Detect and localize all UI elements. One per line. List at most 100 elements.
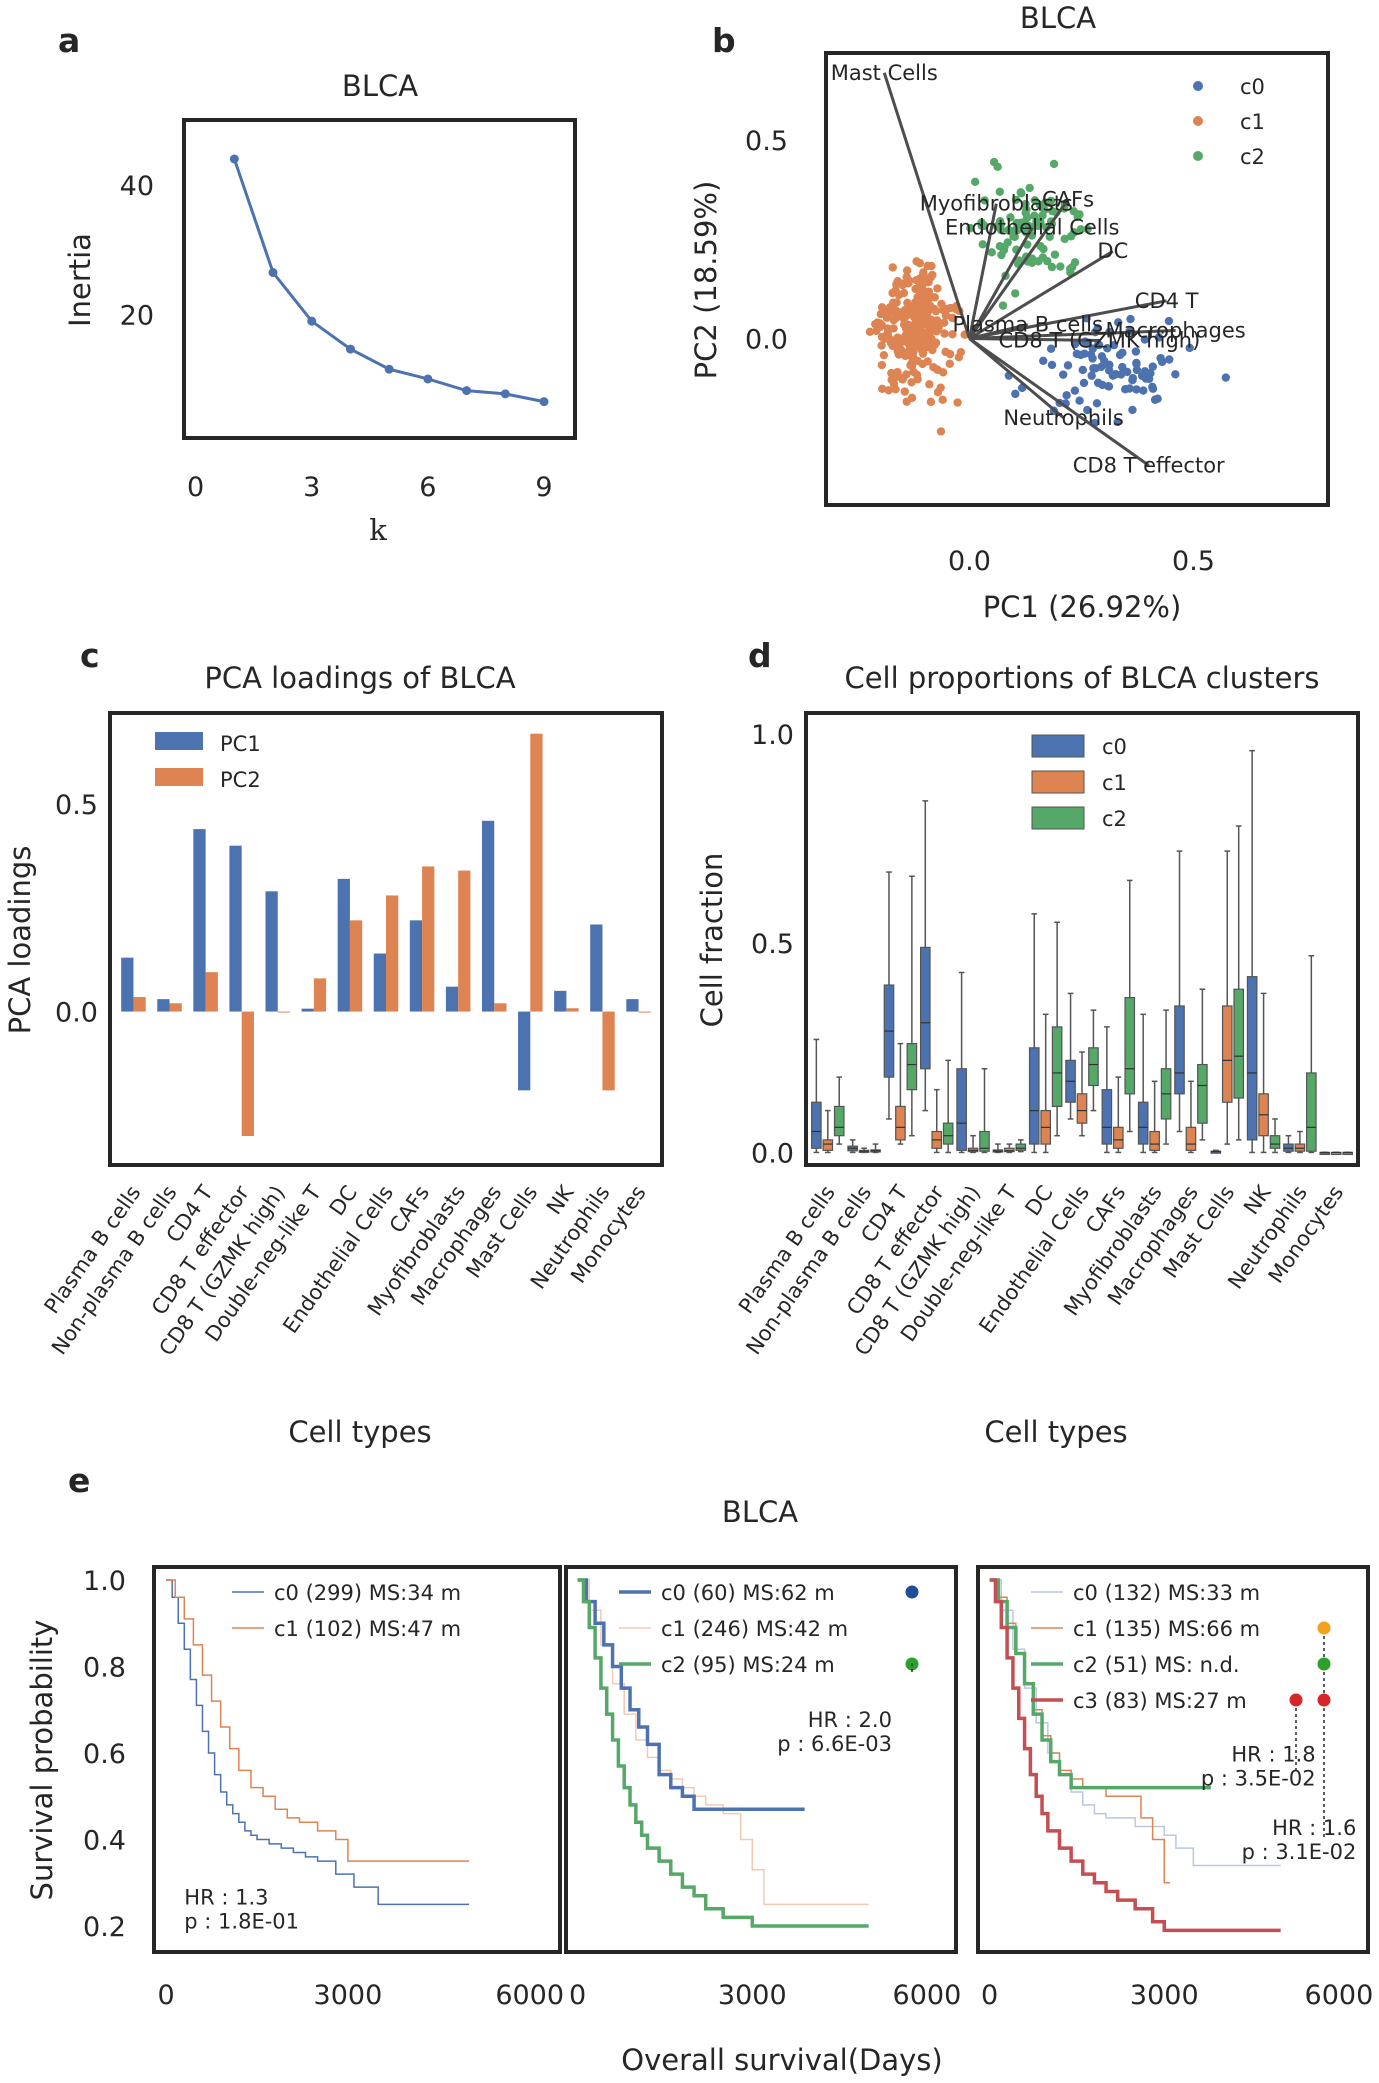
scatter-point-c0 (1132, 365, 1142, 375)
scatter-point-c1 (865, 327, 875, 337)
scatter-point-c2 (995, 187, 1004, 197)
box-c2 (1124, 996, 1136, 1095)
significance-dot (1317, 1657, 1331, 1671)
scatter-point-c1 (919, 268, 928, 277)
y-tick-label: 1.0 (83, 1566, 126, 1597)
scatter-point-c0 (1070, 339, 1080, 349)
scatter-point-c1 (877, 341, 886, 350)
bar-PC1 (121, 957, 134, 1012)
scatter-point-c2 (1060, 234, 1069, 244)
scatter-point-c0 (1146, 368, 1155, 378)
scatter-point-c1 (917, 312, 926, 322)
scatter-point-c0 (1164, 316, 1174, 326)
scatter-point-c2 (1045, 232, 1054, 241)
panel-title: PCA loadings of BLCA (204, 661, 515, 695)
significance-dot (905, 1585, 919, 1599)
significance-dot (1289, 1693, 1303, 1707)
loading-arrow (969, 299, 1167, 340)
x-tick-label: 3000 (1130, 1980, 1199, 2011)
scatter-point-c2 (1030, 196, 1040, 205)
scatter-point-c1 (940, 329, 949, 338)
hr-annotation: p : 3.1E-02 (1242, 1840, 1357, 1864)
box-c0 (1101, 1089, 1113, 1145)
loading-label: Endothelial Cells (945, 215, 1119, 239)
scatter-point-c0 (1087, 371, 1096, 380)
loading-label: Plasma B cells (952, 313, 1102, 337)
box-c0 (1246, 976, 1258, 1141)
hr-annotation: HR : 2.0 (808, 1708, 892, 1732)
scatter-point-c2 (996, 219, 1006, 229)
panel-letter: b (712, 21, 736, 60)
legend-label: c2 (95) MS:24 m (661, 1653, 835, 1677)
scatter-point-c1 (876, 309, 885, 319)
box-c2 (942, 1122, 954, 1145)
loading-arrow (969, 323, 1029, 340)
box-c1 (1294, 1143, 1306, 1152)
panel-title: BLCA (342, 69, 418, 103)
y-tick-label: 0.2 (83, 1912, 126, 1943)
scatter-point-c0 (1185, 343, 1194, 353)
scatter-point-c0 (1088, 354, 1097, 363)
scatter-point-c2 (966, 223, 975, 233)
scatter-point-c2 (1017, 189, 1026, 198)
scatter-point-c1 (893, 277, 902, 286)
y-tick-label: 0.0 (55, 998, 98, 1029)
loading-label: CD4 T (1135, 289, 1199, 313)
km-curve-c2 (577, 1578, 869, 1928)
scatter-point-c0 (1093, 378, 1103, 388)
scatter-point-c0 (1099, 356, 1109, 365)
x-tick-label: 0 (158, 1980, 175, 2011)
bar-PC1 (554, 990, 567, 1012)
legend-label: PC1 (220, 732, 261, 756)
scatter-point-c1 (880, 334, 889, 343)
km-subplot-2: c0 (60) MS:62 m c1 (246) MS:42 m c2 (95) M… (564, 1565, 962, 2011)
y-tick-label: 0.5 (55, 790, 98, 821)
scatter-point-c1 (909, 347, 918, 356)
km-curve-c3 (989, 1578, 1281, 1933)
box-c1 (1149, 1130, 1160, 1151)
scatter-point-c1 (877, 303, 887, 312)
x-axis-label: PC1 (26.92%) (983, 590, 1182, 624)
scatter-point-c1 (906, 308, 916, 318)
scatter-point-c2 (1073, 212, 1082, 222)
scatter-point-c0 (1221, 373, 1231, 382)
x-tick-label: 0 (981, 1980, 998, 2011)
legend-swatch (1031, 734, 1085, 758)
box-c1 (895, 1105, 906, 1141)
hr-annotation: HR : 1.3 (184, 1885, 268, 1909)
panel-e: e BLCA c0 (299) MS:34 m c1 (102) MS:47 m HR … (25, 1461, 1373, 2077)
bar-PC1 (229, 845, 242, 1012)
legend-label: c3 (83) MS:27 m (1073, 1689, 1247, 1713)
scatter-point-c1 (933, 284, 942, 293)
elbow-point (539, 397, 549, 407)
legend-label: c2 (1102, 807, 1127, 831)
box-c0 (1028, 1047, 1040, 1145)
scatter-point-c0 (1114, 318, 1123, 327)
box-c0 (919, 946, 931, 1070)
plot-frame (182, 118, 577, 440)
legend-swatch (1031, 806, 1085, 830)
legend-label: c2 (51) MS: n.d. (1073, 1653, 1240, 1677)
scatter-points (865, 157, 1231, 436)
elbow-point (345, 344, 355, 354)
y-axis-label: PC2 (18.59%) (689, 181, 723, 380)
hr-annotation: p : 6.6E-03 (777, 1732, 892, 1756)
elbow-point (500, 389, 510, 399)
legend-label: c1 (246) MS:42 m (661, 1617, 848, 1641)
scatter-point-c1 (948, 330, 957, 339)
loading-arrow (967, 203, 998, 339)
hr-annotation: HR : 1.6 (1272, 1816, 1356, 1840)
scatter-point-c1 (923, 357, 932, 366)
scatter-point-c2 (1050, 250, 1060, 259)
scatter-point-c0 (1104, 382, 1114, 391)
x-axis-label: Cell types (288, 1415, 431, 1449)
bar-PC1 (373, 953, 386, 1012)
x-tick-label: 6000 (893, 1980, 962, 2011)
bar-PC2 (422, 866, 435, 1012)
legend-marker (1193, 81, 1203, 91)
loading-arrow (969, 329, 1176, 340)
scatter-point-c2 (1069, 228, 1079, 237)
scatter-point-c2 (1011, 289, 1020, 298)
loading-arrow (968, 337, 1065, 419)
